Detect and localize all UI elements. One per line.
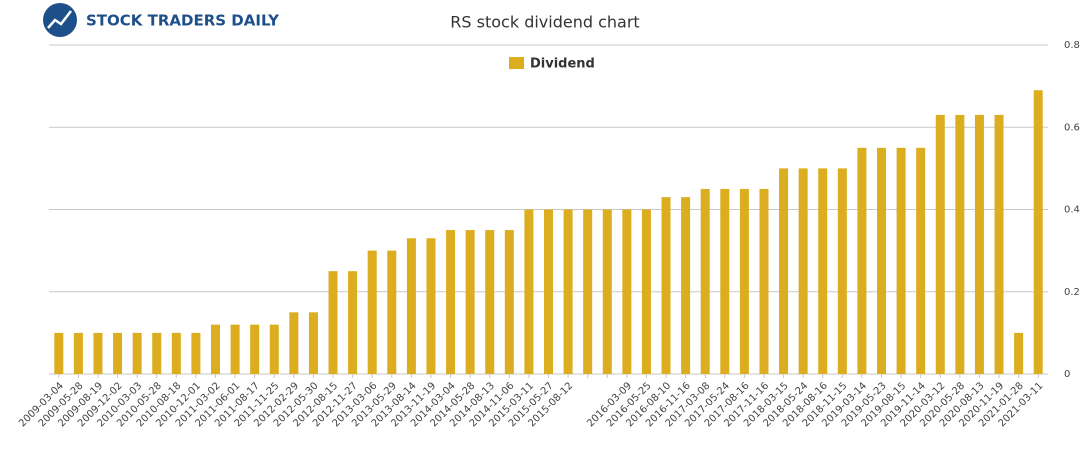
- bar: [974, 114, 984, 374]
- y-tick-label: 0.8: [1064, 40, 1080, 51]
- bar: [367, 250, 377, 374]
- logo-text: STOCK TRADERS DAILY: [86, 12, 280, 30]
- bar: [818, 168, 828, 374]
- bar: [171, 332, 181, 374]
- bar: [308, 312, 318, 374]
- bar: [955, 114, 965, 374]
- bar: [700, 188, 710, 374]
- y-tick-label: 0.2: [1064, 287, 1080, 298]
- legend-label: Dividend: [530, 57, 595, 72]
- bar: [230, 324, 240, 374]
- bar: [563, 209, 573, 374]
- bar: [465, 230, 475, 374]
- bar: [877, 147, 886, 374]
- bar: [641, 209, 651, 374]
- bar: [132, 332, 142, 374]
- bar: [779, 168, 789, 374]
- bar: [387, 250, 397, 374]
- bar: [1014, 332, 1024, 374]
- bar: [1033, 90, 1043, 375]
- bar: [935, 114, 945, 374]
- bar: [896, 147, 906, 374]
- bar: [113, 332, 123, 374]
- bar: [504, 230, 514, 374]
- bar: [485, 230, 495, 374]
- bar: [857, 147, 867, 374]
- logo: STOCK TRADERS DAILY: [43, 3, 280, 37]
- bar: [681, 197, 691, 374]
- bar: [269, 324, 279, 374]
- bar: [73, 332, 83, 374]
- bar: [994, 114, 1004, 374]
- bar: [622, 209, 632, 374]
- bar: [426, 238, 436, 374]
- bar: [759, 188, 769, 374]
- bar: [152, 332, 162, 374]
- bar: [446, 230, 456, 374]
- bar: [191, 332, 201, 374]
- bar: [837, 168, 847, 374]
- bar: [250, 324, 260, 374]
- bar: [739, 188, 749, 374]
- y-tick-label: 0: [1064, 369, 1070, 380]
- bar: [211, 324, 220, 374]
- bar: [406, 238, 416, 374]
- logo-icon: [43, 3, 77, 37]
- legend-swatch: [509, 57, 524, 69]
- logo-icon-line: [47, 10, 72, 29]
- bar: [583, 209, 593, 374]
- chart-title: RS stock dividend chart: [450, 13, 639, 32]
- bar: [798, 168, 808, 374]
- bar: [916, 147, 926, 374]
- bar: [524, 209, 534, 374]
- bar: [720, 188, 730, 374]
- bar: [602, 209, 612, 374]
- bar: [348, 271, 358, 374]
- bar: [289, 312, 299, 374]
- bar: [93, 332, 103, 374]
- bar: [328, 271, 338, 374]
- y-tick-label: 0.4: [1064, 205, 1080, 216]
- bar: [661, 197, 671, 374]
- bar: [54, 332, 64, 374]
- y-tick-label: 0.6: [1064, 122, 1080, 133]
- bar: [544, 209, 553, 374]
